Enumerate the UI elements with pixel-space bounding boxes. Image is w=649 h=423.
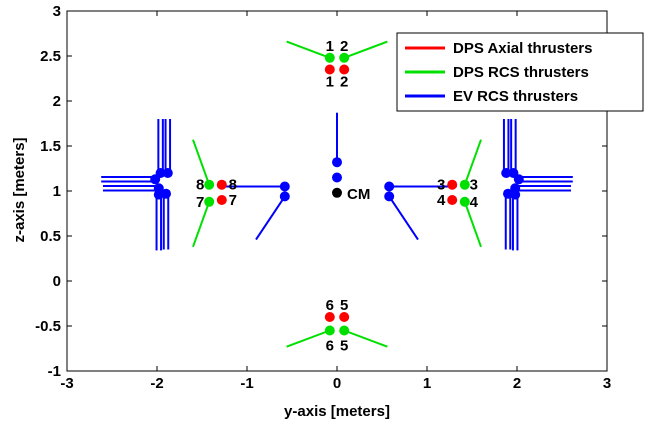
dps-axial-thruster-label: 5 xyxy=(340,297,348,314)
ev-rcs-thrust-line xyxy=(388,195,419,241)
dps-rcs-thrust-line xyxy=(343,40,388,59)
dps-rcs-thrust-line xyxy=(463,139,482,186)
ev-rcs-thruster-point xyxy=(279,181,290,192)
dps-axial-thruster-point xyxy=(324,64,335,75)
ev-rcs-thruster-point xyxy=(153,189,164,200)
dps-axial-thruster-point xyxy=(447,179,458,190)
legend-entry: DPS RCS thrusters xyxy=(453,64,589,81)
dps-axial-thruster-label: 2 xyxy=(340,74,348,91)
ev-rcs-thrust-line xyxy=(255,195,286,241)
ev-rcs-thruster-point xyxy=(332,157,342,168)
dps-axial-thruster-point xyxy=(324,312,335,322)
ev-rcs-thruster-point xyxy=(510,189,521,200)
x-tick-label: 0 xyxy=(333,375,341,392)
dps-rcs-thruster-point xyxy=(459,196,470,207)
y-axis-label: z-axis [meters] xyxy=(11,137,28,242)
dps-axial-thruster-point xyxy=(339,312,350,322)
dps-rcs-thruster-point xyxy=(324,325,335,336)
center-of-mass-label: CM xyxy=(347,186,370,203)
dps-rcs-thruster-label: 1 xyxy=(326,38,334,55)
dps-rcs-thruster-point xyxy=(459,179,470,190)
ev-rcs-thruster-point xyxy=(155,168,166,178)
x-tick-label: -1 xyxy=(240,375,253,392)
x-tick-label: 1 xyxy=(423,375,431,392)
dps-rcs-thrust-line xyxy=(286,329,331,348)
dps-rcs-thruster-label: 5 xyxy=(340,338,348,355)
x-axis-label: y-axis [meters] xyxy=(284,403,390,420)
dps-axial-thruster-label: 3 xyxy=(437,177,445,194)
dps-rcs-thruster-label: 3 xyxy=(470,177,478,194)
y-tick-label: -0.5 xyxy=(35,318,61,335)
y-tick-label: -1 xyxy=(48,363,61,380)
dps-axial-thruster-point xyxy=(216,195,227,205)
dps-rcs-thruster-point xyxy=(339,52,350,63)
legend: DPS Axial thrusters DPS RCS thrusters EV R… xyxy=(396,32,644,112)
legend-entry: DPS Axial thrusters xyxy=(453,40,593,57)
dps-rcs-thruster-label: 6 xyxy=(326,338,334,355)
dps-rcs-thrust-line xyxy=(286,40,331,59)
ev-rcs-thruster-point xyxy=(279,191,290,202)
dps-rcs-thruster-label: 8 xyxy=(196,177,204,194)
dps-rcs-thruster-point xyxy=(339,325,350,336)
x-tick-label: -3 xyxy=(60,375,73,392)
dps-axial-thruster-point xyxy=(447,195,458,205)
dps-axial-thruster-point xyxy=(339,64,350,75)
legend-entry: EV RCS thrusters xyxy=(453,88,578,105)
dps-axial-thruster-label: 4 xyxy=(437,192,446,209)
y-tick-label: 3 xyxy=(53,3,61,20)
dps-axial-thruster-label: 7 xyxy=(229,192,237,209)
dps-rcs-thrust-line xyxy=(192,139,211,186)
y-tick-label: 2 xyxy=(53,93,61,110)
dps-rcs-thruster-label: 4 xyxy=(470,194,479,211)
dps-axial-thruster-label: 8 xyxy=(229,177,237,194)
center-of-mass-point xyxy=(332,187,342,198)
ev-rcs-thruster-point xyxy=(384,191,395,202)
y-tick-label: 1 xyxy=(53,183,61,200)
dps-rcs-thrust-line xyxy=(463,201,482,248)
x-tick-label: -2 xyxy=(150,375,163,392)
axes: -3 -2 -1 0 1 2 3-1-0.500.511.522.53 xyxy=(35,3,611,392)
ev-rcs-thruster-point xyxy=(508,168,519,178)
dps-rcs-thruster-label: 2 xyxy=(340,38,348,55)
dps-rcs-thruster-label: 7 xyxy=(196,194,204,211)
y-tick-label: 2.5 xyxy=(40,48,61,65)
ev-rcs-thruster-point xyxy=(332,172,342,183)
dps-rcs-thruster-point xyxy=(204,179,215,190)
x-tick-label: 3 xyxy=(603,375,611,392)
dps-axial-thruster-label: 6 xyxy=(326,297,334,314)
y-tick-label: 1.5 xyxy=(40,138,61,155)
y-tick-label: 0.5 xyxy=(40,228,61,245)
dps-axial-thruster-point xyxy=(216,179,227,190)
dps-rcs-thruster-point xyxy=(204,196,215,207)
dps-rcs-thruster-point xyxy=(324,52,335,63)
ev-rcs-thruster-point xyxy=(384,181,395,192)
dps-axial-thruster-label: 1 xyxy=(326,74,334,91)
dps-rcs-thrust-line xyxy=(192,201,211,248)
ev-rcs-thruster-point xyxy=(162,168,173,178)
y-tick-label: 0 xyxy=(53,273,61,290)
dps-rcs-thrust-line xyxy=(343,329,388,348)
x-tick-label: 2 xyxy=(513,375,521,392)
ev-rcs-thruster-point xyxy=(501,168,512,178)
